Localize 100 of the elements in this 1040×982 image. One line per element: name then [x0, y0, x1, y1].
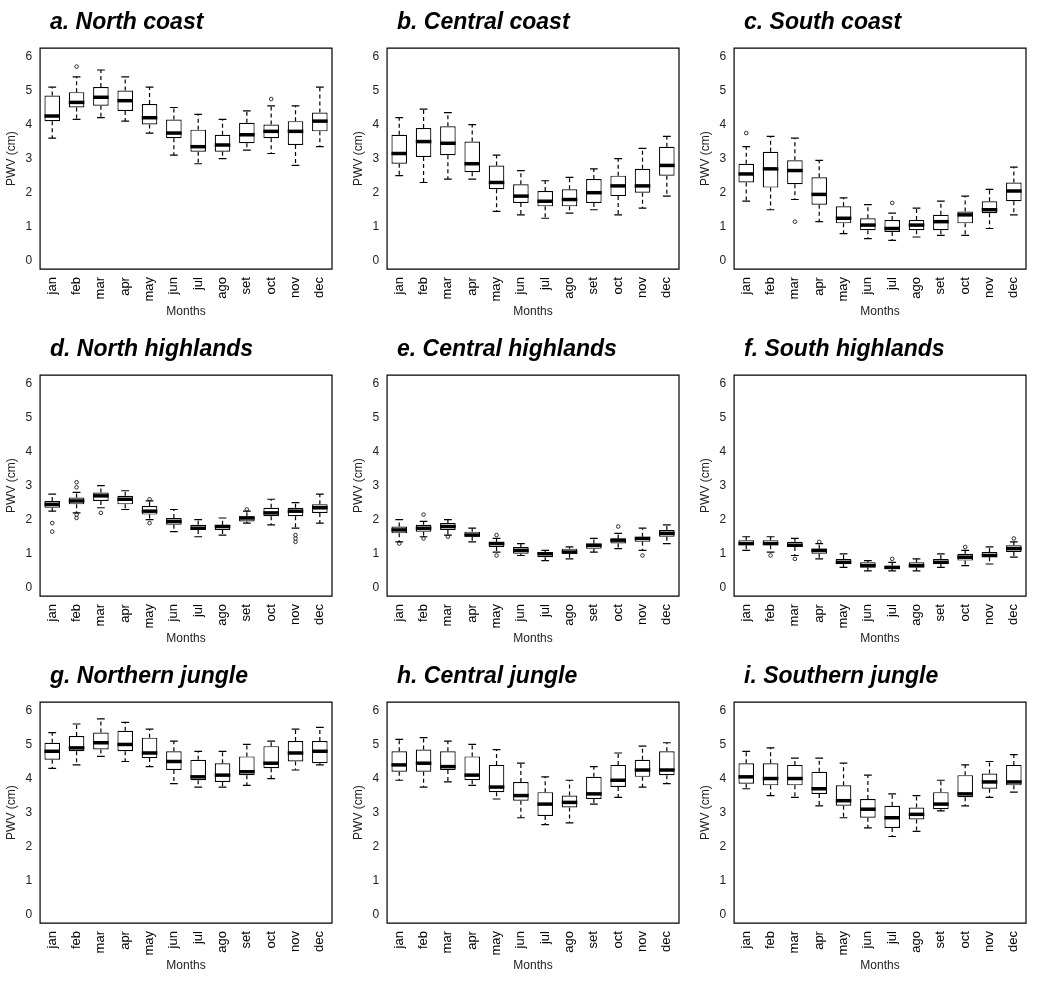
y-tick-label: 4: [719, 770, 727, 785]
x-tick-label: jul: [883, 603, 899, 619]
x-axis-title: Months: [166, 631, 206, 646]
x-tick-label: dec: [658, 276, 674, 299]
x-tick-label: oct: [609, 603, 625, 622]
x-tick-label: oct: [609, 930, 625, 949]
y-axis-title: PWV (cm): [697, 131, 712, 186]
x-tick-label: nov: [287, 276, 303, 299]
y-tick-label: 1: [719, 219, 727, 234]
y-tick-label: 5: [25, 409, 33, 424]
y-tick-label: 2: [25, 185, 33, 200]
x-axis-title: Months: [513, 631, 553, 646]
x-tick-label: jun: [165, 604, 181, 623]
x-tick-label: ago: [561, 277, 577, 299]
y-tick-label: 0: [25, 580, 33, 595]
x-tick-label: dec: [311, 276, 327, 299]
x-tick-label: jul: [883, 930, 899, 946]
x-tick-label: apr: [463, 930, 479, 950]
y-tick-label: 5: [25, 82, 33, 97]
y-tick-label: 5: [372, 409, 380, 424]
x-axis-title: Months: [513, 304, 553, 319]
x-tick-label: mar: [786, 930, 802, 954]
x-tick-label: set: [238, 603, 254, 622]
y-tick-label: 5: [719, 82, 727, 97]
y-axis-title: PWV (cm): [3, 131, 18, 186]
chart-title: e. Central highlands: [397, 334, 618, 363]
x-tick-label: jan: [737, 277, 753, 296]
x-tick-label: ago: [214, 277, 230, 299]
x-tick-label: jan: [43, 931, 59, 950]
y-tick-label: 0: [372, 907, 380, 922]
x-axis-title: Months: [860, 958, 900, 973]
x-tick-label: feb: [68, 931, 84, 950]
x-tick-label: jun: [859, 277, 875, 296]
y-axis-title: PWV (cm): [697, 785, 712, 840]
y-tick-label: 6: [372, 702, 380, 717]
y-tick-label: 5: [372, 82, 380, 97]
y-tick-label: 0: [25, 907, 33, 922]
x-tick-label: set: [585, 930, 601, 949]
x-tick-label: jun: [859, 931, 875, 950]
y-tick-label: 4: [25, 770, 33, 785]
y-tick-label: 2: [372, 839, 380, 854]
y-axis-title: PWV (cm): [3, 785, 18, 840]
y-tick-label: 3: [372, 150, 380, 165]
x-tick-label: may: [488, 603, 504, 629]
x-tick-label: apr: [116, 603, 132, 623]
y-tick-label: 5: [719, 736, 727, 751]
x-tick-label: mar: [439, 930, 455, 954]
x-tick-label: jun: [165, 277, 181, 296]
y-tick-label: 5: [25, 736, 33, 751]
x-tick-label: set: [932, 603, 948, 622]
x-tick-label: dec: [658, 930, 674, 953]
y-tick-label: 1: [25, 219, 33, 234]
x-tick-label: dec: [311, 930, 327, 953]
x-tick-label: ago: [908, 931, 924, 953]
x-tick-label: mar: [92, 603, 108, 627]
x-tick-label: mar: [786, 603, 802, 627]
x-tick-label: oct: [262, 603, 278, 622]
y-axis-title: PWV (cm): [350, 458, 365, 513]
x-tick-label: jul: [536, 930, 552, 946]
x-tick-label: set: [932, 930, 948, 949]
y-tick-label: 5: [719, 409, 727, 424]
x-tick-label: nov: [634, 276, 650, 299]
x-tick-label: jan: [43, 277, 59, 296]
y-axis-title: PWV (cm): [3, 458, 18, 513]
y-tick-label: 6: [719, 702, 727, 717]
y-tick-label: 0: [372, 253, 380, 268]
x-tick-label: oct: [956, 603, 972, 622]
chart-title: c. South coast: [744, 7, 903, 36]
x-axis-title: Months: [860, 304, 900, 319]
y-tick-label: 3: [719, 150, 727, 165]
x-tick-label: apr: [810, 930, 826, 950]
chart-title: h. Central jungle: [397, 661, 579, 690]
x-tick-label: feb: [415, 277, 431, 296]
x-tick-label: mar: [92, 930, 108, 954]
x-tick-label: dec: [658, 603, 674, 626]
x-tick-label: may: [141, 930, 157, 956]
x-axis-title: Months: [513, 958, 553, 973]
x-tick-label: feb: [415, 931, 431, 950]
x-tick-label: oct: [956, 930, 972, 949]
y-tick-label: 0: [719, 907, 727, 922]
x-tick-label: may: [835, 930, 851, 956]
x-tick-label: may: [141, 276, 157, 302]
chart-title: b. Central coast: [397, 7, 572, 36]
y-tick-label: 2: [372, 512, 380, 527]
x-tick-label: may: [488, 276, 504, 302]
x-tick-label: jul: [536, 276, 552, 292]
y-tick-label: 3: [372, 477, 380, 492]
x-tick-label: may: [488, 930, 504, 956]
x-tick-label: jul: [536, 603, 552, 619]
x-tick-label: nov: [287, 603, 303, 626]
x-tick-label: jan: [390, 604, 406, 623]
x-tick-label: ago: [214, 931, 230, 953]
x-tick-label: jul: [189, 930, 205, 946]
y-tick-label: 3: [25, 150, 33, 165]
y-tick-label: 0: [372, 580, 380, 595]
x-tick-label: feb: [762, 277, 778, 296]
chart-title: i. Southern jungle: [744, 661, 940, 690]
y-tick-label: 1: [25, 873, 33, 888]
x-tick-label: mar: [92, 276, 108, 300]
x-tick-label: dec: [1005, 276, 1021, 299]
